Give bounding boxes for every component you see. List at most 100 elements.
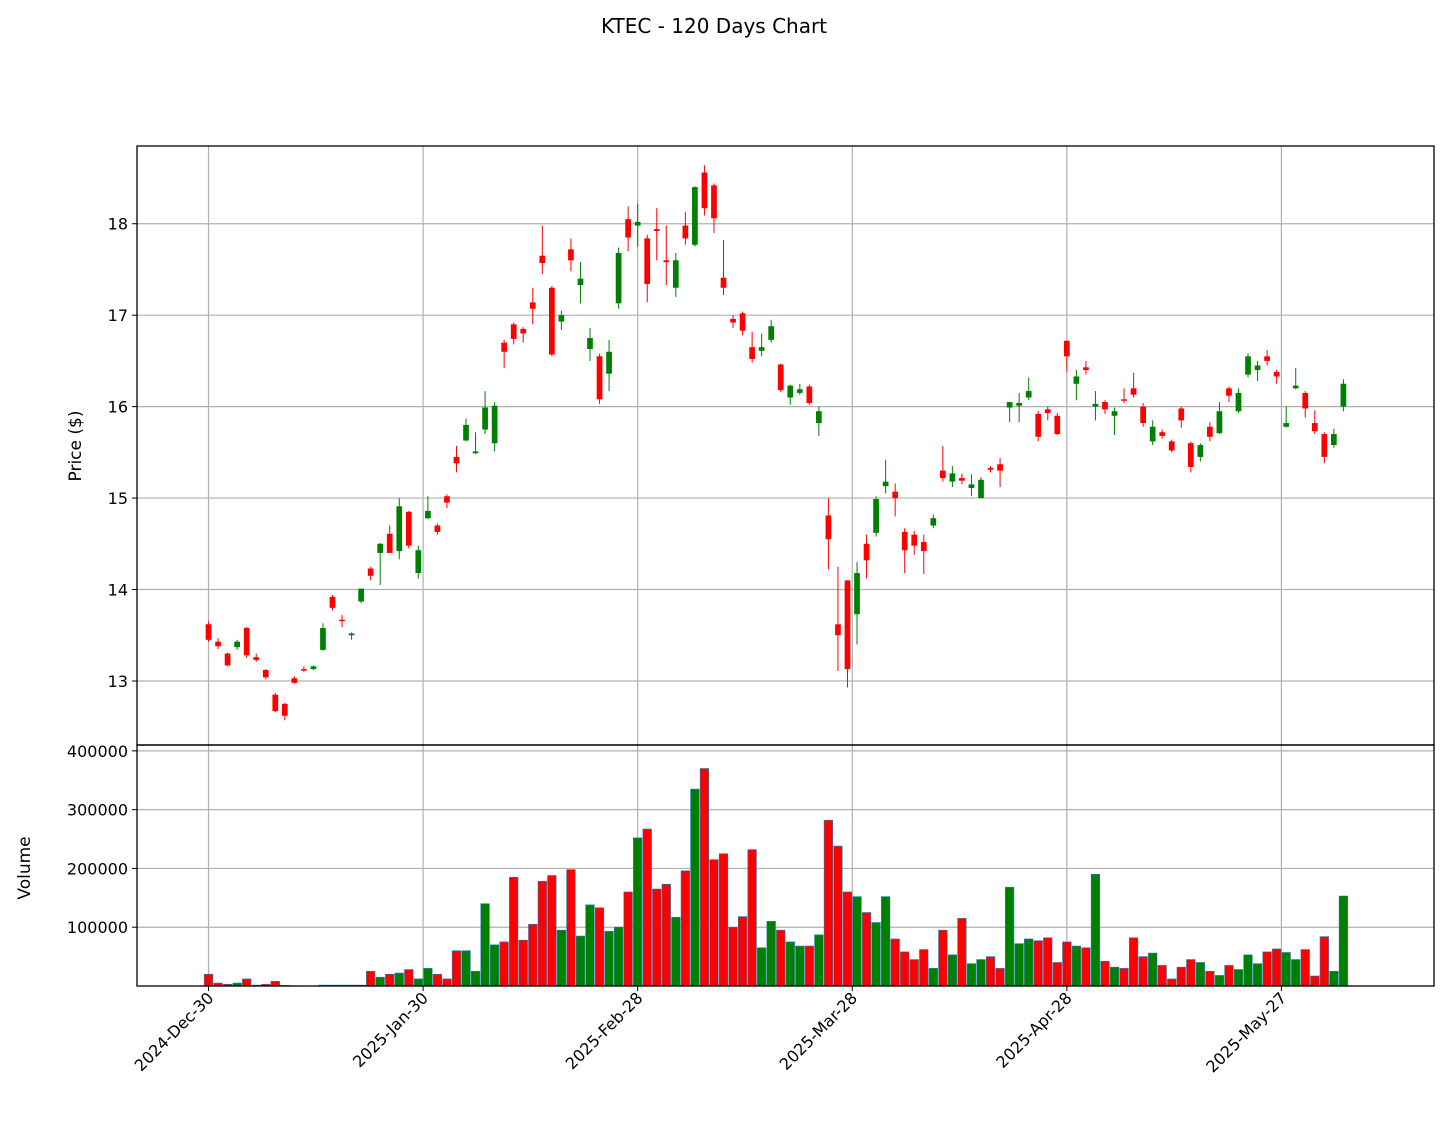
chart-title: KTEC - 120 Days Chart: [601, 14, 827, 38]
volume-bar: [537, 881, 547, 987]
candle-body: [539, 255, 546, 264]
volume-bar: [718, 853, 729, 987]
price-tick-label: 17: [108, 306, 128, 325]
volume-bar: [1252, 963, 1263, 987]
candle-body: [396, 506, 403, 552]
volume-bar: [804, 945, 814, 987]
price-tick-label: 18: [108, 215, 128, 234]
candle-body: [672, 260, 679, 288]
candle-body: [1063, 340, 1070, 357]
volume-bar: [1109, 966, 1120, 987]
price-tick-label: 13: [108, 672, 128, 691]
candle-body: [1311, 423, 1318, 432]
price-tick-label: 15: [108, 489, 128, 508]
volume-bar: [728, 926, 738, 987]
candle-body: [568, 249, 574, 261]
volume-bar: [1186, 959, 1196, 987]
candle-body: [234, 641, 240, 648]
candle-body: [405, 511, 412, 546]
candle-body: [281, 703, 288, 716]
candle-body: [749, 347, 755, 360]
candle-body: [224, 653, 231, 666]
volume-bar: [947, 954, 957, 987]
candle-body: [835, 624, 841, 636]
volume-bar: [1014, 943, 1024, 987]
volume-bar: [1062, 941, 1072, 987]
volume-bar: [547, 875, 557, 987]
volume-bar: [737, 916, 748, 987]
candle-body: [1178, 408, 1185, 421]
candle-body: [987, 467, 994, 470]
candle-body: [1044, 409, 1051, 414]
candle-body: [1207, 426, 1213, 437]
price-panel-frame: [136, 145, 1435, 746]
candle-body: [501, 342, 508, 352]
volume-bar: [1071, 945, 1081, 987]
candle-body: [272, 694, 279, 712]
candle-body: [615, 252, 622, 304]
volume-bar: [1329, 971, 1339, 987]
candle-body: [892, 491, 899, 499]
volume-bar: [480, 903, 490, 987]
candle-body: [463, 424, 469, 441]
volume-bar: [461, 950, 471, 987]
volume-bar: [270, 980, 280, 987]
volume-bar: [528, 923, 538, 987]
volume-bar: [385, 973, 395, 987]
volume-bar: [919, 949, 929, 987]
volume-bar: [451, 950, 462, 987]
candle-body: [911, 534, 918, 546]
volume-bar: [976, 959, 986, 987]
volume-bar: [394, 972, 404, 987]
candle-body: [320, 627, 326, 650]
candle-body: [711, 185, 717, 219]
candle-body: [653, 229, 660, 232]
candle-body: [787, 385, 794, 398]
candle-body: [730, 318, 736, 323]
volume-bar: [1129, 937, 1139, 987]
volume-bar: [823, 819, 834, 987]
volume-bar: [442, 978, 452, 987]
candle-body: [1302, 392, 1309, 409]
candle-body: [434, 525, 441, 532]
volume-bar: [1243, 954, 1253, 987]
volume-bar: [871, 922, 881, 987]
volume-bar: [499, 941, 509, 987]
candle-body: [1245, 356, 1251, 375]
x-tick-label: 2025-Feb-28: [562, 988, 647, 1073]
volume-bar: [757, 947, 767, 987]
volume-bar: [404, 969, 414, 987]
candle-body: [1111, 411, 1118, 416]
candle-body: [930, 518, 937, 526]
candle-body: [453, 456, 460, 464]
volume-bar: [203, 973, 214, 987]
volume-bar: [814, 934, 824, 987]
volume-bar: [881, 896, 891, 987]
volume-bar: [776, 929, 786, 987]
candle-body: [377, 543, 384, 553]
candle-body: [692, 187, 698, 245]
candle-body: [472, 451, 479, 454]
candle-body: [510, 324, 517, 339]
volume-bar: [928, 968, 938, 987]
candle-body: [796, 389, 803, 393]
volume-grid: [137, 745, 1434, 986]
candle-body: [205, 624, 212, 640]
volume-bar: [995, 968, 1005, 987]
candle-body: [339, 619, 345, 622]
candle-body: [1254, 365, 1261, 371]
volume-bar: [861, 912, 872, 987]
candle-body: [1283, 423, 1290, 427]
candle-body: [882, 481, 889, 487]
volume-bar: [900, 951, 910, 987]
candle-body: [939, 470, 946, 478]
candle-body: [558, 315, 565, 322]
volume-bar: [1024, 938, 1034, 987]
candle-body: [1130, 388, 1137, 395]
volume-bar: [690, 788, 700, 987]
candle-body: [491, 405, 498, 444]
candle-body: [425, 510, 431, 519]
candle-body: [873, 498, 879, 533]
candle-body: [301, 669, 307, 671]
volume-tick-label: 100000: [67, 918, 128, 937]
